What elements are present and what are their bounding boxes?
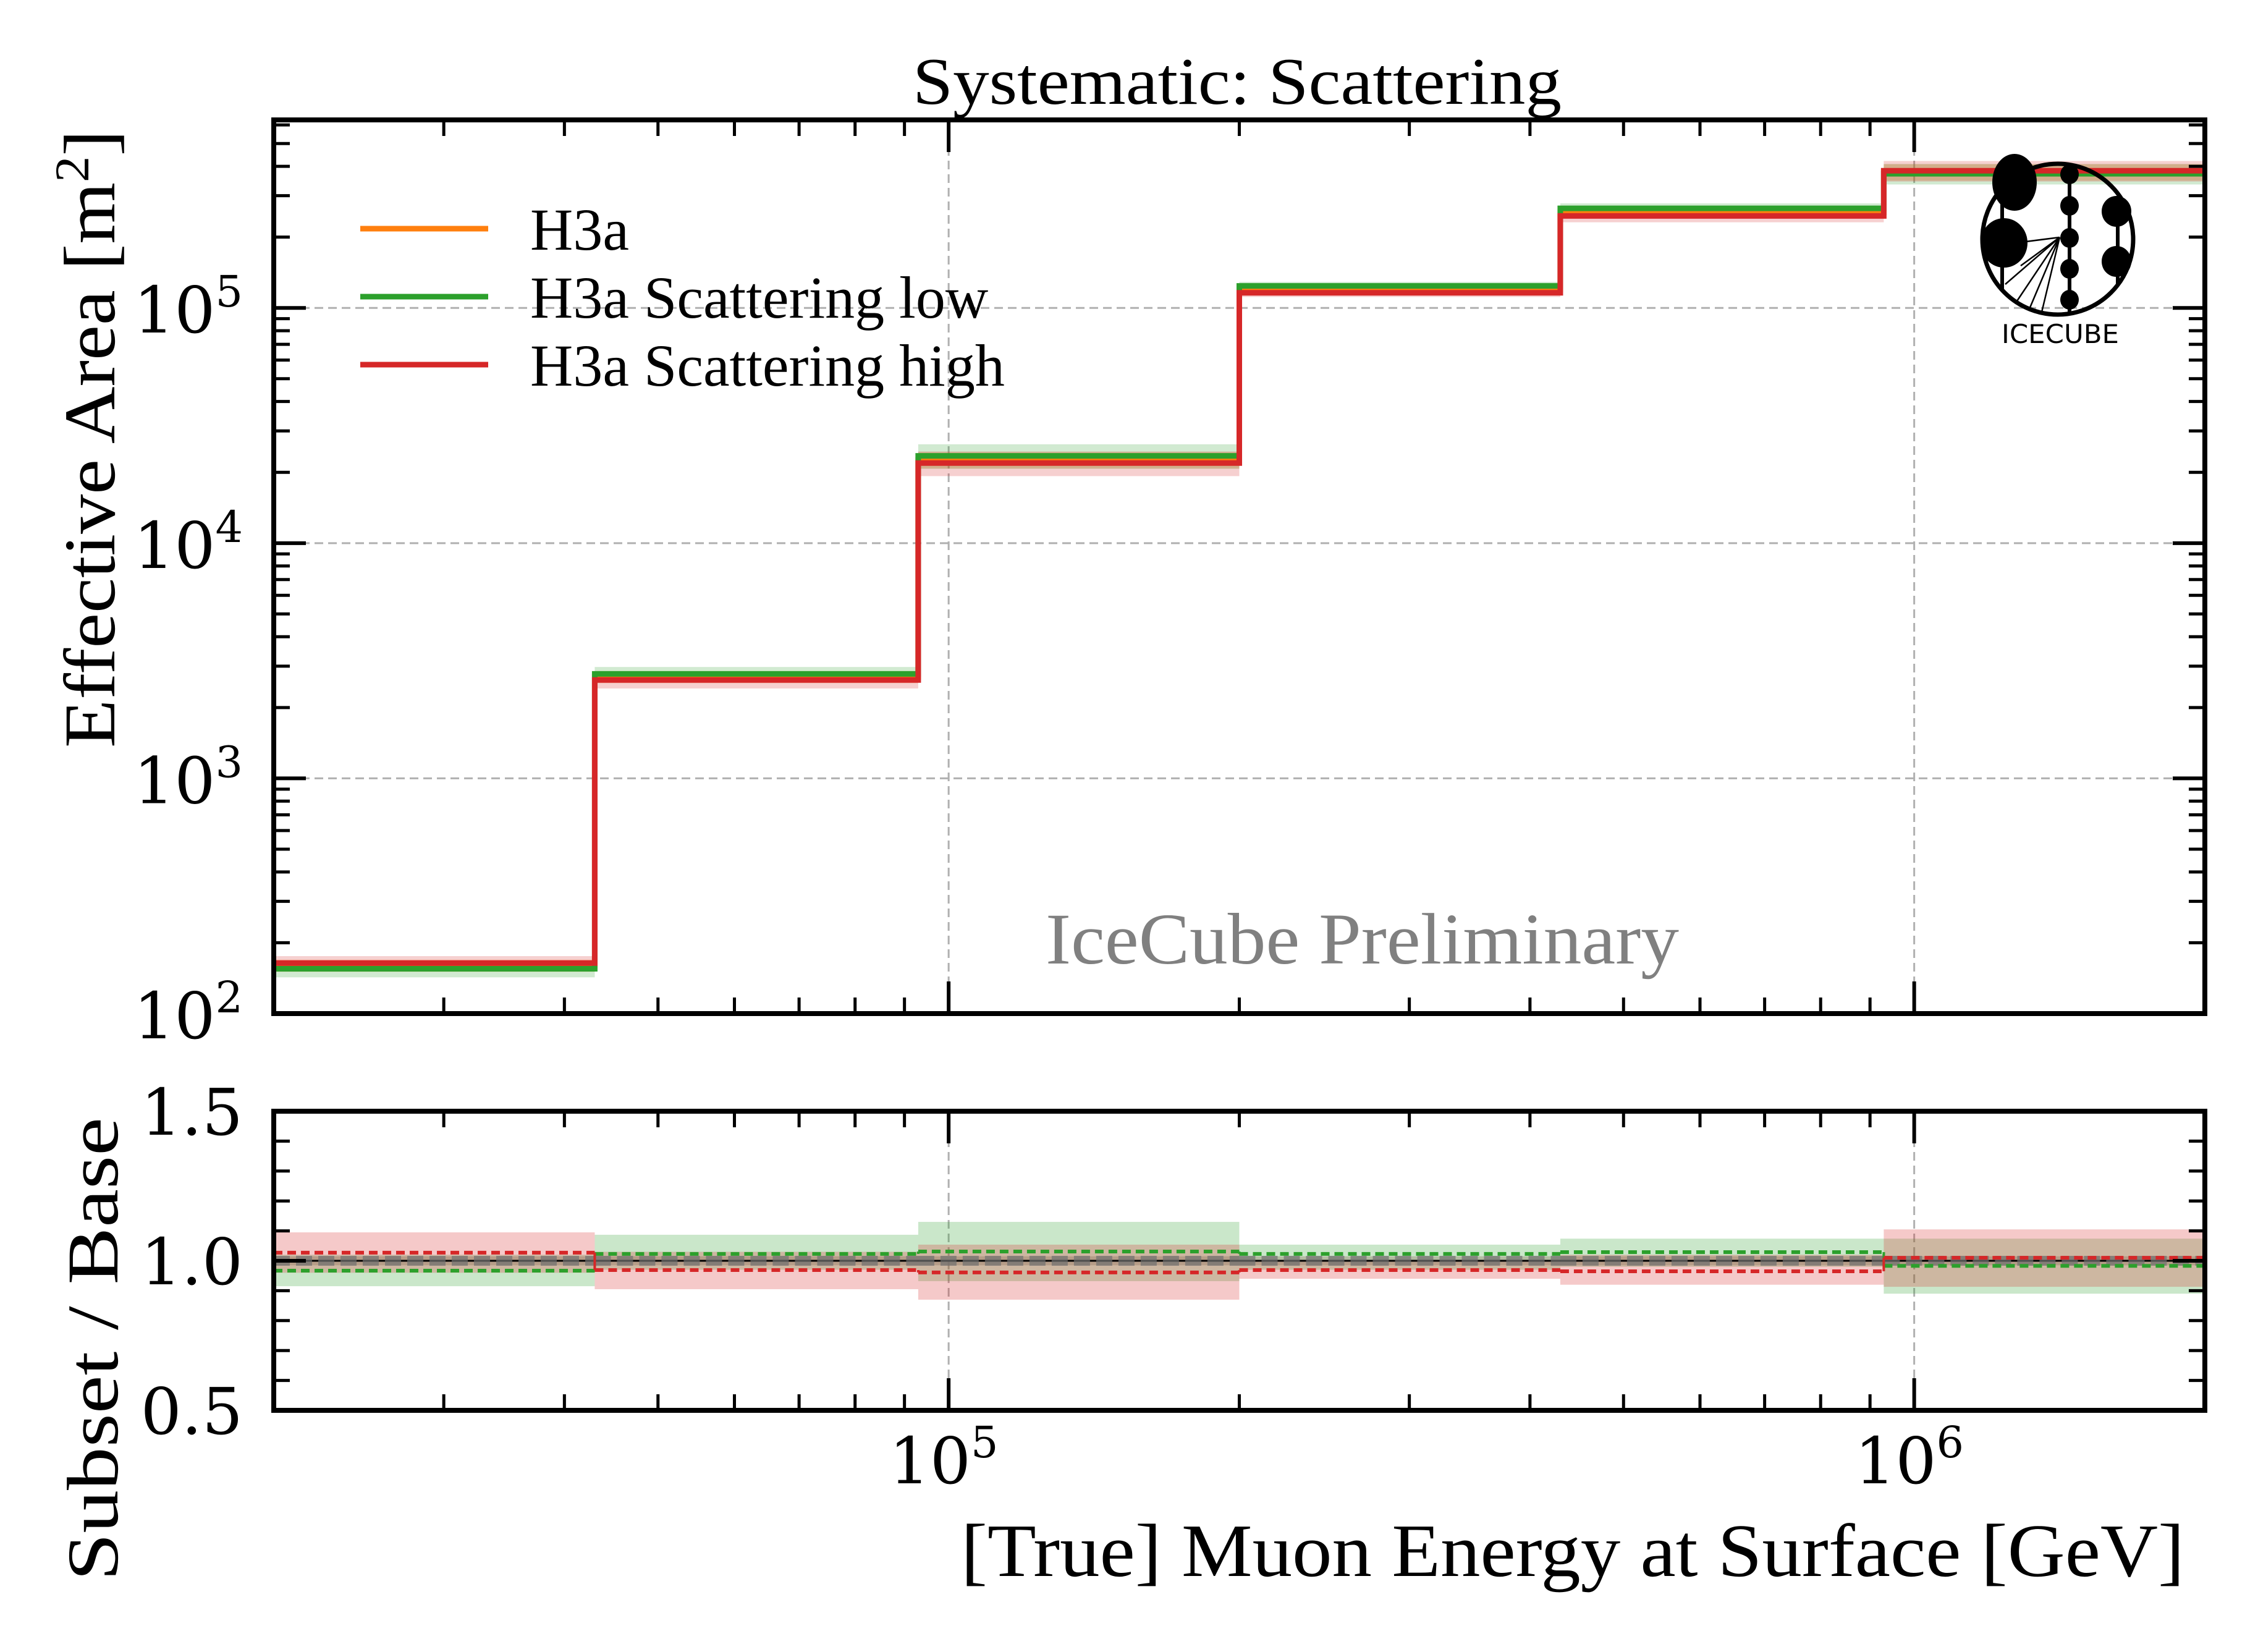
x-tick-labels: 105 106	[889, 1417, 1964, 1499]
legend-label: H3a	[530, 197, 629, 263]
logo-dom	[2060, 196, 2079, 216]
top-y-label-group: Effective Area [m2]	[45, 130, 130, 748]
logo-dom	[2060, 259, 2079, 279]
ratio-band	[918, 1222, 1240, 1281]
top-step-lines	[274, 167, 2205, 972]
logo-light-rays	[2005, 236, 2061, 313]
legend-label: H3a Scattering high	[530, 333, 1005, 399]
y-tick-label: 105	[133, 266, 243, 348]
top-axes	[271, 117, 2207, 1016]
y-tick-label: 102	[133, 972, 243, 1054]
watermark-text: IceCube Preliminary	[1046, 899, 1679, 980]
y-tick-label: 104	[133, 502, 243, 583]
logo-dom	[2060, 290, 2079, 310]
ratio-band	[918, 1244, 1240, 1300]
y-tick-label: 103	[133, 737, 243, 818]
top-y-axis-label: Effective Area [m2]	[45, 130, 130, 748]
step-line-h3a-scattering-high	[274, 167, 2205, 966]
ratio-y-axis-label: Subset / Base	[53, 1117, 133, 1581]
ratio-y-tick-labels: 0.5 1.0 1.5	[141, 1075, 243, 1449]
ratio-y-label-group: Subset / Base	[53, 1117, 133, 1581]
y-tick-label: 0.5	[141, 1374, 243, 1449]
legend-label: H3a Scattering low	[530, 265, 988, 331]
ratio-band	[1884, 1239, 2205, 1294]
x-axis-label: [True] Muon Energy at Surface [GeV]	[961, 1509, 2184, 1593]
ratio-lines	[274, 1249, 2205, 1274]
y-tick-label: 1.0	[141, 1224, 243, 1300]
top-y-tick-labels: 102 103 104 105	[133, 266, 243, 1054]
icecube-logo-icon: ICECUBE	[1980, 154, 2136, 349]
logo-dom	[2060, 164, 2079, 184]
ratio-band	[274, 1232, 595, 1273]
y-tick-label: 1.5	[141, 1075, 243, 1150]
logo-dom	[2060, 228, 2079, 248]
chart-title: Systematic: Scattering	[913, 45, 1562, 119]
ratio-axes	[271, 1109, 2207, 1413]
logo-dom	[1981, 218, 2028, 268]
logo-text: ICECUBE	[2002, 319, 2119, 349]
logo-dom	[1992, 154, 2037, 211]
x-tick-label: 105	[889, 1417, 999, 1499]
x-tick-label: 106	[1854, 1417, 1964, 1499]
logo-dom	[2102, 246, 2131, 277]
logo-dom	[2102, 196, 2131, 227]
